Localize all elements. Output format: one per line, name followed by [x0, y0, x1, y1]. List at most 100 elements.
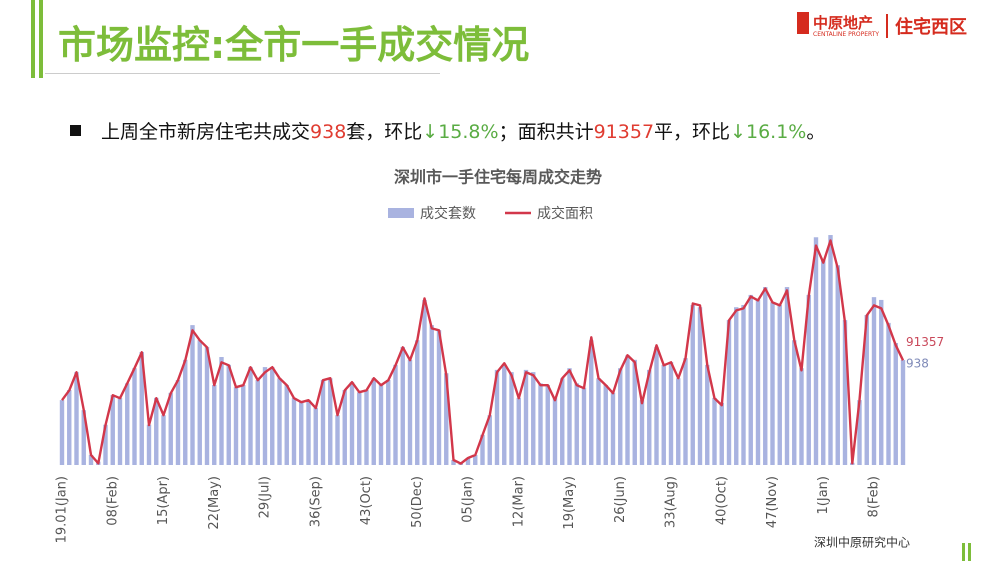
number: 938: [310, 121, 347, 143]
bar: [59, 400, 65, 465]
bar: [480, 434, 485, 465]
bar: [219, 357, 224, 465]
bar: [871, 297, 877, 465]
x-tick-label: 12(Mar): [511, 476, 526, 527]
bar: [146, 424, 152, 465]
bar: [444, 373, 449, 465]
x-tick-label: 47(Nov): [765, 476, 780, 528]
percent: 15.8%: [438, 121, 499, 143]
bar: [386, 379, 391, 465]
x-tick-label: 19.01(Jan): [55, 476, 70, 543]
bar: [422, 299, 427, 465]
bar: [610, 392, 616, 465]
bar: [770, 302, 775, 465]
slide-title: 市场监控:全市一手成交情况: [58, 23, 530, 67]
bar: [277, 378, 282, 465]
bar: [828, 235, 833, 465]
bar: [436, 330, 442, 465]
bar: [139, 351, 144, 465]
bullet: [70, 125, 81, 136]
legend-swatch: [388, 208, 414, 218]
bar: [168, 392, 173, 465]
region: 住宅西区: [895, 17, 967, 38]
bar: [320, 379, 326, 465]
bar: [364, 390, 369, 465]
bar: [777, 304, 782, 465]
bar: [842, 320, 848, 465]
x-tick-label: 22(May): [207, 476, 222, 530]
bar: [813, 237, 819, 465]
accent-bar: [39, 0, 43, 78]
bar: [734, 307, 739, 465]
bar: [864, 315, 869, 465]
bar: [400, 346, 405, 465]
brand: 中原地产 CENTALINE PROPERTY 住宅西区: [797, 12, 967, 38]
bar: [357, 392, 362, 465]
bar: [241, 384, 246, 465]
bar: [255, 379, 260, 465]
bar: [893, 343, 898, 465]
data-label: 91357: [906, 335, 944, 349]
bar: [313, 407, 318, 465]
bar: [560, 378, 565, 465]
bar: [676, 378, 681, 465]
bar: [284, 384, 289, 465]
bar: [110, 395, 115, 465]
bar: [270, 367, 275, 465]
logo: [797, 12, 809, 34]
bar: [175, 379, 181, 465]
text: 套，环比: [346, 121, 423, 143]
bar: [726, 320, 732, 465]
source: 深圳中原研究中心: [814, 535, 910, 550]
bar: [719, 402, 724, 465]
arrow: ↓: [422, 121, 439, 143]
bar: [473, 454, 478, 465]
bar: [567, 368, 572, 465]
bar: [502, 364, 507, 465]
text: ；面积共计: [498, 121, 594, 143]
bar: [763, 287, 768, 465]
bar: [487, 415, 492, 465]
bar: [465, 458, 471, 465]
bar: [661, 364, 666, 465]
bar: [197, 340, 202, 465]
text: 。: [806, 121, 826, 143]
number: 91357: [593, 121, 655, 143]
chart-title: 深圳市一手住宅每周成交走势: [394, 168, 602, 187]
bar: [806, 294, 811, 465]
bar: [835, 265, 840, 465]
x-tick-label: 1(Jan): [816, 476, 831, 514]
bar: [545, 384, 550, 465]
accent-bar: [968, 543, 971, 561]
bar: [552, 397, 558, 465]
summary: 上周全市新房住宅共成交938套，环比↓15.8%；面积共计91357平，环比↓1…: [70, 117, 825, 144]
bar: [799, 368, 804, 465]
bar: [741, 304, 746, 465]
bar: [538, 383, 543, 465]
bar: [647, 369, 652, 465]
bar: [755, 299, 761, 465]
accent-bar: [962, 543, 965, 561]
bar: [67, 390, 72, 465]
bar: [879, 299, 884, 465]
bar: [190, 325, 195, 465]
bar: [212, 384, 217, 465]
bar: [900, 360, 906, 465]
bar: [574, 383, 579, 465]
bar: [668, 362, 674, 465]
arrow: ↓: [730, 121, 746, 143]
x-tick-label: 43(Oct): [359, 476, 374, 525]
data-label: 938: [906, 357, 929, 371]
bar: [291, 397, 297, 465]
bar: [81, 410, 86, 465]
bar: [183, 359, 188, 465]
x-tick-label: 36(Sep): [308, 476, 323, 527]
line: [61, 239, 905, 465]
bar: [154, 397, 159, 465]
bar: [342, 390, 347, 465]
bar: [857, 400, 862, 465]
bar: [407, 359, 413, 465]
bar: [632, 359, 637, 465]
bar: [306, 400, 311, 465]
